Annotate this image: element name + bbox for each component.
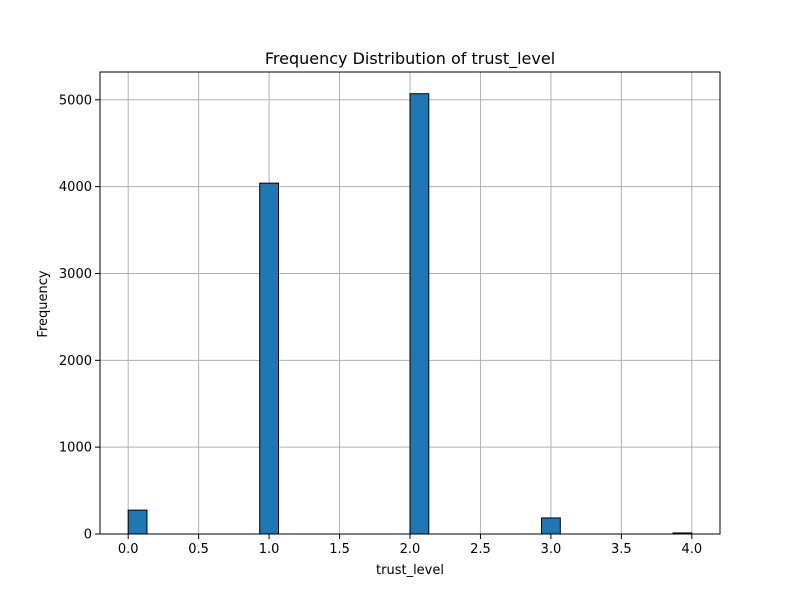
histogram-bar: [127, 509, 148, 535]
y-tick-label: 1000: [59, 441, 92, 456]
x-tick-label: 0.5: [188, 542, 209, 557]
x-axis-label: trust_level: [376, 563, 444, 578]
histogram-bar: [409, 93, 430, 535]
chart-title: Frequency Distribution of trust_level: [265, 49, 555, 69]
x-tick-label: 3.0: [541, 542, 562, 557]
histogram-bar: [259, 182, 279, 535]
y-tick-label: 3000: [59, 267, 92, 282]
histogram-bars: [127, 93, 693, 535]
x-tick-label: 3.5: [611, 542, 632, 557]
y-tick-label: 4000: [59, 180, 92, 195]
y-tick-label: 2000: [59, 354, 92, 369]
histogram-bar: [541, 517, 561, 535]
y-tick-label: 0: [84, 528, 92, 543]
x-tick-label: 2.0: [400, 542, 421, 557]
x-axis-ticks: 0.0 0.5 1.0 1.5 2.0 2.5 3.0 3.5 4.0: [118, 534, 702, 557]
x-tick-label: 0.0: [118, 542, 139, 557]
y-tick-label: 5000: [59, 93, 92, 108]
x-tick-label: 1.5: [329, 542, 350, 557]
y-axis-label: Frequency: [36, 270, 51, 337]
y-axis-ticks: 0 1000 2000 3000 4000 5000: [59, 93, 100, 543]
x-tick-label: 4.0: [681, 542, 702, 557]
x-tick-label: 2.5: [470, 542, 491, 557]
x-tick-label: 1.0: [259, 542, 280, 557]
